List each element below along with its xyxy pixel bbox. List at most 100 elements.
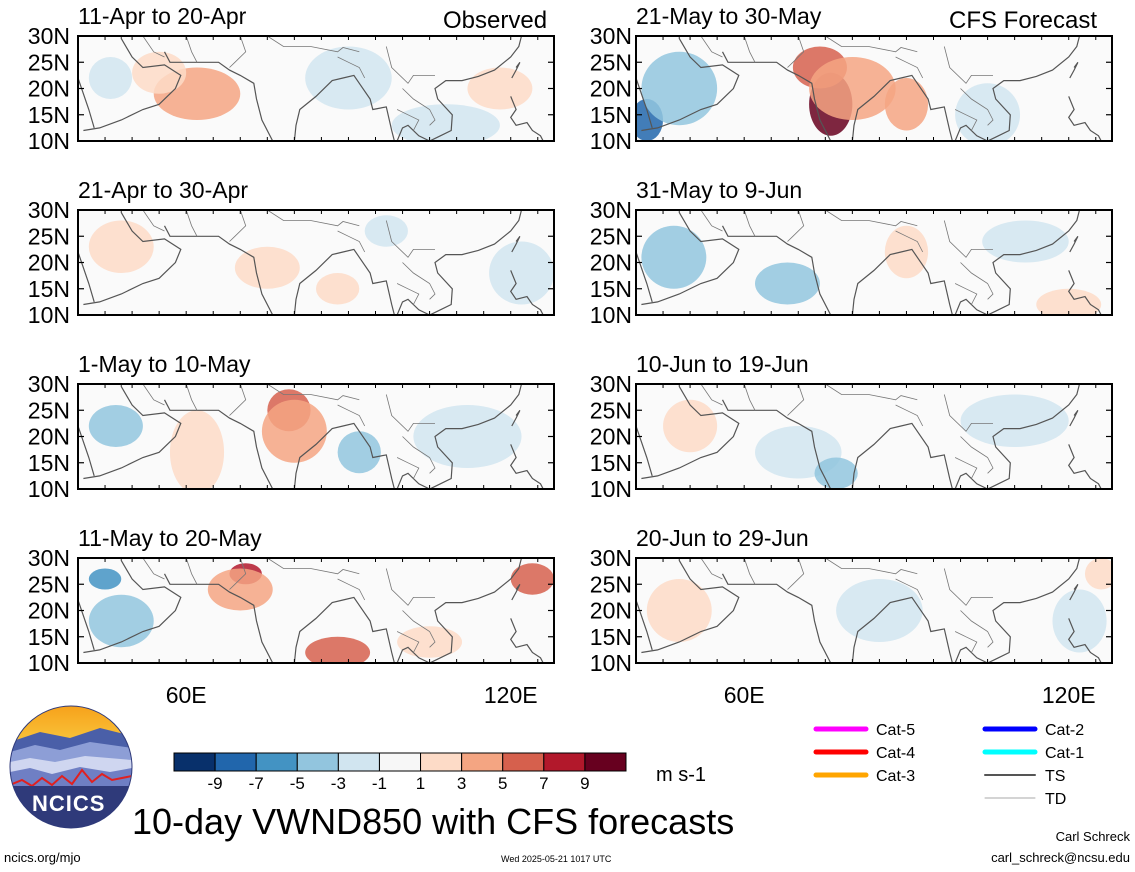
- anomaly-contour: [641, 51, 718, 126]
- country-border: [185, 384, 198, 411]
- country-border: [960, 436, 994, 474]
- anomaly-contour: [207, 568, 273, 611]
- coastline: [636, 76, 653, 129]
- country-border: [267, 36, 360, 53]
- lat-tick-label: 15N: [28, 450, 70, 476]
- country-border: [943, 568, 993, 606]
- track-legend-label: TD: [1045, 791, 1066, 808]
- coastline: [641, 558, 740, 654]
- coastline: [1067, 96, 1102, 141]
- panel-title: 11-Apr to 20-Apr: [78, 3, 247, 29]
- anomaly-contour: [955, 83, 1021, 141]
- colorbar-swatch: [420, 752, 463, 772]
- colorbar-swatch: [378, 752, 422, 772]
- coastline: [396, 384, 523, 489]
- anomaly-contour: [305, 46, 392, 110]
- colorbar-swatch: [502, 752, 545, 772]
- lat-tick-label: 25N: [28, 223, 70, 249]
- coastline: [78, 76, 95, 129]
- coastline: [636, 598, 653, 651]
- country-border: [185, 36, 198, 63]
- lat-tick-label: 30N: [28, 545, 70, 571]
- colorbar-swatch: [584, 752, 627, 772]
- coastline: [396, 558, 523, 663]
- country-border: [954, 631, 978, 653]
- lat-tick-label: 25N: [590, 223, 632, 249]
- panel-title: 21-May to 30-May: [636, 3, 822, 29]
- coastline: [1067, 444, 1102, 489]
- panel-background: [78, 210, 554, 315]
- country-border: [943, 220, 993, 258]
- coastline: [641, 384, 740, 480]
- anomaly-contour: [755, 262, 820, 305]
- colorbar: -9 -7 -5 -3 -1 1 3 5 7 9: [173, 752, 627, 793]
- colorbar-tick-label: 7: [539, 774, 548, 793]
- colorbar-swatch: [214, 752, 257, 772]
- coastline: [83, 36, 182, 132]
- country-border: [385, 46, 435, 84]
- coastline: [509, 618, 544, 663]
- country-border: [700, 558, 723, 580]
- anomaly-contour: [489, 241, 554, 305]
- panel-title: 11-May to 20-May: [78, 525, 262, 551]
- map-panel: [635, 35, 1113, 142]
- lat-tick-label: 30N: [28, 371, 70, 397]
- lat-tick-label: 20N: [28, 424, 70, 450]
- coastline: [641, 210, 740, 306]
- lat-tick-label: 20N: [28, 76, 70, 102]
- colorbar-swatch: [255, 752, 298, 772]
- coastline: [721, 399, 832, 489]
- anomaly-contour: [1052, 589, 1107, 653]
- anomaly-contour: [305, 636, 371, 663]
- country-border: [943, 46, 993, 84]
- lat-tick-label: 20N: [590, 250, 632, 276]
- lat-tick-label: 10N: [590, 476, 632, 502]
- lat-tick-label: 15N: [590, 624, 632, 650]
- coastline: [78, 598, 95, 651]
- country-border: [895, 404, 924, 427]
- lat-tick-label: 30N: [590, 197, 632, 223]
- lat-tick-label: 20N: [28, 250, 70, 276]
- panel-title: 31-May to 9-Jun: [636, 177, 802, 203]
- ncics-logo: [9, 705, 133, 829]
- country-border: [787, 558, 805, 590]
- panel-title: 10-Jun to 19-Jun: [636, 351, 809, 377]
- map-panels: [77, 35, 1113, 664]
- lat-tick-label: 15N: [590, 102, 632, 128]
- colorbar-tick-label: -7: [249, 774, 264, 793]
- coastline: [1069, 61, 1079, 79]
- coastline: [509, 270, 544, 315]
- coastline: [851, 422, 953, 489]
- country-border: [943, 394, 993, 432]
- coastline: [163, 573, 274, 663]
- coastline: [83, 384, 182, 480]
- coastline: [83, 558, 182, 654]
- coastline: [511, 61, 521, 79]
- coastline: [511, 583, 521, 601]
- anomaly-contour: [836, 579, 923, 642]
- country-border: [954, 283, 978, 305]
- logo-text: NCICS: [32, 791, 106, 816]
- country-border: [787, 210, 805, 242]
- coastline: [851, 248, 953, 315]
- anomaly-contour: [88, 405, 143, 447]
- lat-tick-label: 10N: [28, 128, 70, 154]
- units-label: m s-1: [656, 764, 706, 786]
- colorbar-swatch: [543, 752, 586, 772]
- track-legend-label: Cat-5: [876, 722, 915, 739]
- coastline: [954, 384, 1081, 489]
- map-panel: [77, 35, 555, 142]
- lat-tick-label: 25N: [590, 397, 632, 423]
- coastline: [293, 422, 395, 489]
- anomaly-contour: [646, 579, 712, 642]
- colorbar-tick-label: 3: [457, 774, 466, 793]
- author-name: Carl Schreck: [1055, 829, 1130, 844]
- anomaly-contour: [337, 431, 381, 474]
- country-border: [337, 230, 366, 253]
- lat-tick-label: 20N: [590, 598, 632, 624]
- colorbar-swatch: [461, 752, 504, 772]
- colorbar-tick-label: -1: [372, 774, 387, 793]
- anomaly-contour: [510, 563, 554, 595]
- lat-tick-label: 10N: [28, 650, 70, 676]
- track-legend: Cat-5 Cat-4 Cat-3 Cat-2 Cat-1 TS TD: [813, 722, 1084, 808]
